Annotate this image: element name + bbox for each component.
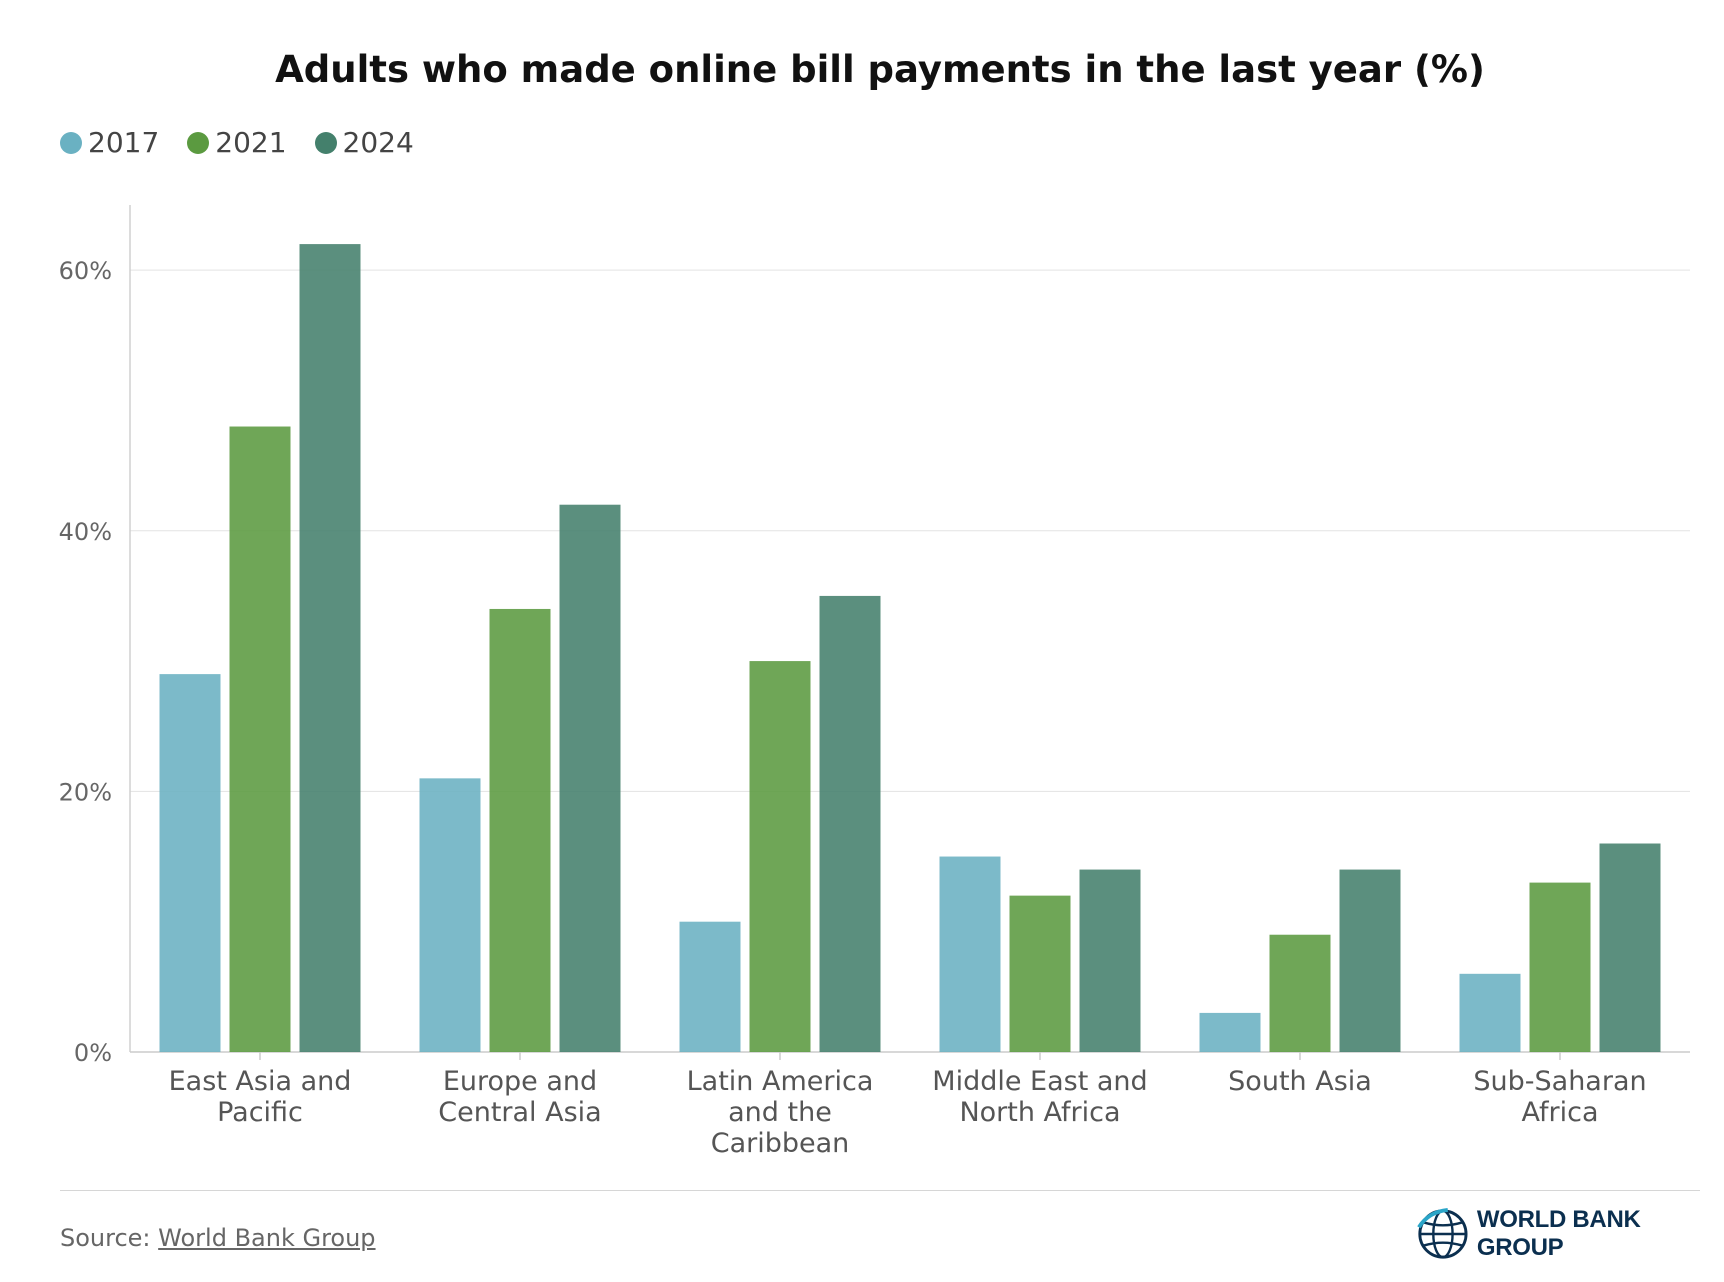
bar-2021 [1009,895,1071,1052]
bar-2017 [1459,973,1521,1052]
y-tick-label: 40% [59,518,112,546]
chart-plot: 0% 20% 40% 60% East Asia and Pacific Europe an… [59,205,1690,1159]
y-tick-label: 60% [59,257,112,285]
x-tick-label: East Asia and Pacific [169,1066,352,1128]
bar-2024 [1079,869,1141,1052]
legend-label: 2024 [342,126,414,159]
legend: 2017 2021 2024 [60,126,442,159]
legend-swatch [314,131,337,154]
bar-2024 [299,244,361,1053]
legend-item-2021[interactable]: 2021 [187,126,287,159]
x-tick-label: Sub-Saharan Africa [1473,1066,1646,1128]
bar-2017 [1199,1012,1261,1052]
x-tick-label: Middle East and North Africa [932,1066,1147,1128]
bar-2024 [819,595,881,1052]
bar-2017 [939,856,1001,1052]
bar-2017 [159,674,221,1052]
bar-2017 [679,921,741,1052]
world-bank-logo[interactable]: WORLD BANK GROUP [1415,1205,1724,1263]
bar-2021 [749,661,811,1052]
bar-2017 [419,778,481,1052]
legend-swatch [60,131,82,154]
bar-2021 [1529,882,1591,1052]
legend-item-2017[interactable]: 2017 [60,126,159,159]
source-note: Source: World Bank Group [60,1224,376,1252]
legend-label: 2017 [88,126,160,159]
bar-2021 [489,608,551,1052]
legend-label: 2021 [215,126,287,159]
bar-2021 [229,426,291,1052]
footer-divider [60,1190,1700,1191]
x-tick-label: South Asia [1228,1066,1372,1097]
y-tick-label: 0% [74,1039,112,1067]
legend-item-2024[interactable]: 2024 [314,126,414,159]
y-tick-label: 20% [59,778,112,806]
bar-2024 [1599,843,1661,1052]
bar-2024 [559,504,621,1052]
source-link[interactable]: World Bank Group [158,1224,376,1252]
globe-icon [1417,1207,1468,1259]
bar-2021 [1269,934,1331,1052]
bar-2024 [1339,869,1401,1052]
x-tick-label: Latin America and the Caribbean [687,1066,874,1159]
source-prefix: Source: [60,1224,159,1252]
logo-text: WORLD BANK GROUP [1476,1206,1641,1261]
chart-title: Adults who made online bill payments in … [275,48,1485,91]
legend-swatch [187,131,210,154]
x-tick-label: Europe and Central Asia [438,1066,601,1128]
